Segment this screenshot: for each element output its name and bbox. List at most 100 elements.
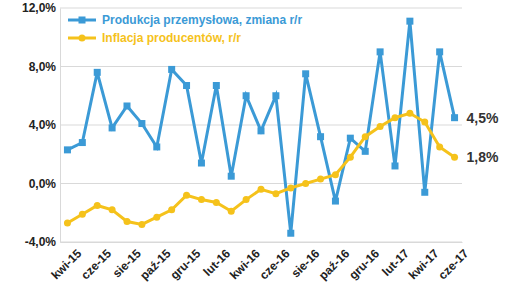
marker — [64, 219, 71, 226]
marker — [392, 114, 399, 121]
marker — [287, 230, 294, 237]
y-axis-line — [60, 9, 61, 243]
legend-marker — [79, 17, 86, 24]
marker — [421, 119, 428, 126]
grid-line — [60, 8, 462, 9]
legend: Produkcja przemysłowa, zmiana r/r Inflacj… — [68, 13, 302, 45]
x-tick: cze-17 — [436, 242, 472, 282]
y-tick-label: 0,0% — [29, 177, 57, 191]
marker — [198, 196, 205, 203]
x-tick-label: paź-16 — [316, 246, 353, 283]
marker — [64, 146, 71, 153]
marker — [287, 184, 294, 191]
marker — [377, 123, 384, 130]
data-label: 4,5% — [467, 110, 499, 126]
marker — [347, 154, 354, 161]
marker — [362, 133, 369, 140]
marker — [406, 110, 413, 117]
marker — [138, 120, 145, 127]
marker — [436, 143, 443, 150]
y-axis: -4,0% 0,0% 4,0% 8,0% 12,0% — [22, 1, 61, 249]
y-tick: 0,0% — [29, 177, 60, 191]
marker — [302, 180, 309, 187]
y-tick: 8,0% — [29, 60, 60, 74]
series — [64, 110, 458, 228]
marker — [421, 189, 428, 196]
marker — [362, 148, 369, 155]
y-tick: -4,0% — [25, 235, 60, 249]
grid-line — [60, 125, 462, 126]
x-tick-label: gru-15 — [168, 246, 204, 282]
y-tick: 12,0% — [22, 1, 60, 15]
x-tick: paź-15 — [137, 242, 174, 283]
marker — [109, 206, 116, 213]
marker — [317, 176, 324, 183]
marker — [451, 114, 458, 121]
series-line — [67, 21, 454, 233]
x-tick: kwi-16 — [227, 242, 263, 282]
x-tick-label: paź-15 — [137, 246, 174, 283]
marker — [272, 92, 279, 99]
marker — [168, 66, 175, 73]
legend-label: Produkcja przemysłowa, zmiana r/r — [102, 13, 302, 27]
marker — [109, 124, 116, 131]
marker — [94, 202, 101, 209]
x-tick-label: kwi-17 — [406, 246, 442, 282]
grid-line — [60, 66, 462, 67]
x-tick-label: kwi-15 — [48, 246, 84, 282]
series-line — [67, 113, 454, 224]
x-tick: cze-16 — [257, 242, 293, 282]
marker — [258, 186, 265, 193]
y-tick: 4,0% — [29, 118, 60, 132]
marker — [392, 162, 399, 169]
marker — [451, 154, 458, 161]
marker — [228, 208, 235, 215]
marker — [332, 198, 339, 205]
grid — [60, 8, 462, 242]
x-tick-label: kwi-16 — [227, 246, 263, 282]
chart: -4,0% 0,0% 4,0% 8,0% 12,0% kwi-15cze-15sie-15… — [0, 0, 526, 301]
marker — [138, 221, 145, 228]
x-tick-label: cze-17 — [436, 246, 472, 282]
marker — [228, 173, 235, 180]
x-axis-line — [61, 242, 463, 243]
legend-entry: Inflacja producentów, r/r — [68, 31, 241, 45]
marker — [183, 82, 190, 89]
marker — [168, 206, 175, 213]
x-tick-label: cze-15 — [78, 246, 114, 282]
marker — [332, 171, 339, 178]
x-tick-label: cze-16 — [257, 246, 293, 282]
y-tick-label: 8,0% — [29, 60, 57, 74]
grid-line — [60, 183, 462, 184]
y-tick-label: -4,0% — [25, 235, 57, 249]
legend-label: Inflacja producentów, r/r — [102, 31, 241, 45]
y-tick-label: 12,0% — [22, 1, 56, 15]
marker — [317, 133, 324, 140]
marker — [213, 199, 220, 206]
marker — [272, 190, 279, 197]
grid-line — [60, 242, 462, 243]
plot-area — [64, 18, 458, 237]
marker — [213, 82, 220, 89]
marker — [243, 92, 250, 99]
marker — [79, 139, 86, 146]
data-labels: 4,5% 1,8% — [467, 110, 499, 165]
marker — [153, 143, 160, 150]
marker — [302, 70, 309, 77]
marker — [243, 196, 250, 203]
marker — [124, 218, 131, 225]
x-tick: cze-15 — [78, 242, 114, 282]
marker — [183, 192, 190, 199]
series — [64, 18, 458, 237]
marker — [406, 18, 413, 25]
legend-marker — [79, 35, 86, 42]
marker — [94, 69, 101, 76]
marker — [124, 102, 131, 109]
marker — [347, 135, 354, 142]
marker — [79, 211, 86, 218]
x-tick: kwi-15 — [48, 242, 84, 282]
x-tick: gru-16 — [346, 242, 382, 282]
x-axis: kwi-15cze-15sie-15paź-15gru-15lut-16kwi-… — [48, 242, 471, 283]
legend-entry: Produkcja przemysłowa, zmiana r/r — [68, 13, 302, 27]
data-label: 1,8% — [467, 149, 499, 165]
